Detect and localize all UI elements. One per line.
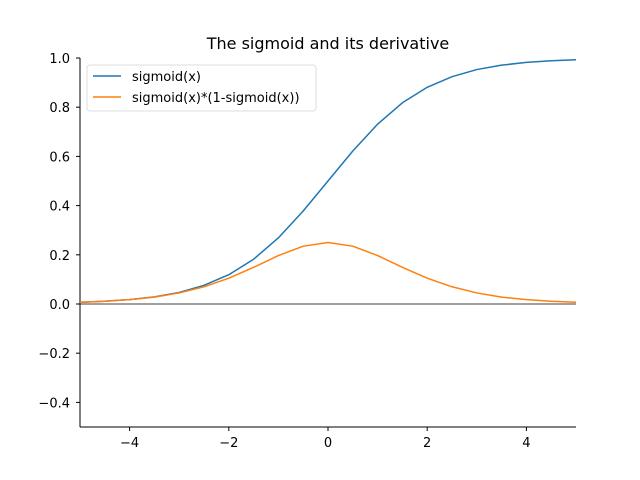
x-tick-label: 0	[324, 436, 332, 451]
y-tick-label: 0.0	[49, 298, 70, 313]
x-tick-label: 2	[423, 436, 431, 451]
legend: sigmoid(x) sigmoid(x)*(1-sigmoid(x))	[86, 64, 317, 112]
series-line-derivative	[79, 241, 577, 304]
chart-title: The sigmoid and its derivative	[206, 34, 450, 53]
series-layer	[79, 58, 577, 304]
y-tick-label: 0.4	[49, 200, 70, 215]
y-tick-label: 0.2	[49, 249, 70, 264]
x-tick-label: −4	[120, 436, 139, 451]
legend-box	[86, 64, 317, 112]
y-tick-label: 0.8	[49, 101, 70, 116]
y-tick-label: −0.2	[38, 347, 70, 362]
legend-label-derivative: sigmoid(x)*(1-sigmoid(x))	[132, 91, 300, 106]
legend-label-sigmoid: sigmoid(x)	[132, 70, 201, 85]
x-tick-label: 4	[522, 436, 530, 451]
x-tick-label: −2	[219, 436, 238, 451]
axes-layer: −4 −2 0 2 4 −0.4 −0.2 0.0 0.2 0.4 0.6 0.8 1.0	[38, 52, 576, 451]
y-tick-label: 1.0	[49, 52, 70, 67]
y-tick-label: 0.6	[49, 150, 70, 165]
y-tick-label: −0.4	[38, 396, 70, 411]
